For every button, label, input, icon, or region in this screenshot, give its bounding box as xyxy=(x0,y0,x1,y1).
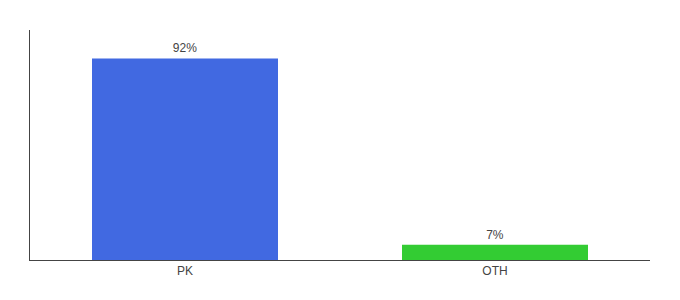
svg-text:7%: 7% xyxy=(486,228,504,242)
svg-text:92%: 92% xyxy=(173,41,197,55)
svg-text:PK: PK xyxy=(177,264,193,278)
svg-text:OTH: OTH xyxy=(482,264,507,278)
